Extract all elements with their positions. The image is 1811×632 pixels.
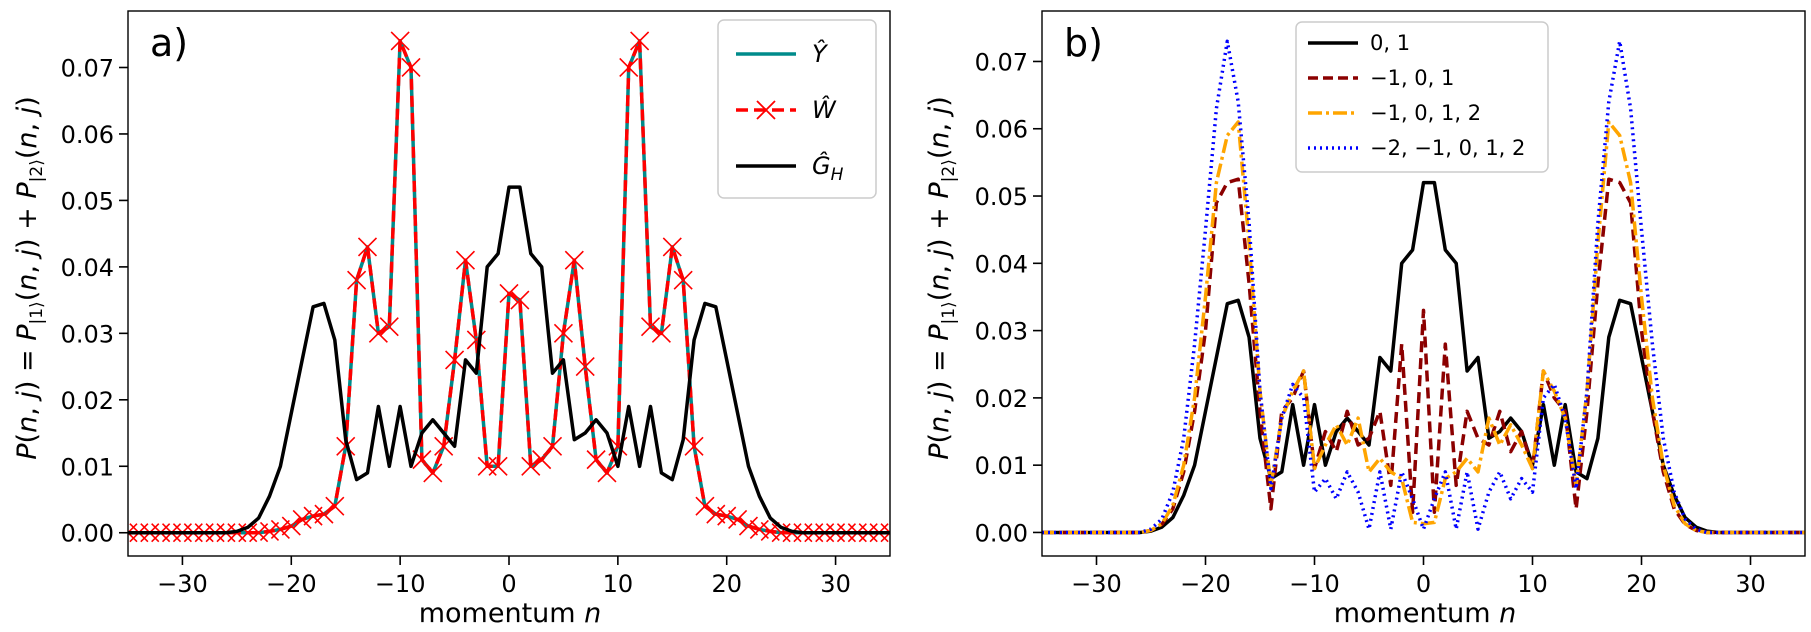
y-tick-label: 0.05 [975, 183, 1028, 211]
y-tick-label: 0.07 [975, 48, 1028, 76]
x-tick-label: −20 [266, 570, 317, 598]
panel-b-xlabel: momentum n [1334, 598, 1517, 629]
y-tick-label: 0.04 [975, 250, 1028, 278]
data-point-marker [281, 516, 301, 536]
panel-a-xlabel: momentum n [419, 598, 602, 629]
y-tick-label: 0.06 [61, 121, 114, 149]
legend-marker-x [756, 100, 776, 120]
y-tick-label: 0.00 [975, 519, 1028, 547]
data-point-marker [357, 237, 378, 257]
y-tick-label: 0.02 [975, 385, 1028, 413]
data-point-marker [347, 270, 367, 290]
data-point-marker [651, 323, 671, 343]
data-point-marker [880, 523, 890, 543]
data-point-marker [673, 270, 693, 290]
legend-label-m101: −1, 0, 1 [1370, 66, 1454, 90]
series-line-1-0 [1042, 180, 1805, 535]
panel-a-ylabel: P(n, j) = P|1⟩(n, j) + P|2⟩(n, j) [12, 96, 47, 460]
data-point-marker [630, 31, 650, 51]
x-tick-label: −10 [375, 570, 426, 598]
series-group [1042, 39, 1805, 535]
x-tick-label: 0 [501, 570, 516, 598]
legend-label-01: 0, 1 [1370, 31, 1410, 55]
data-point-marker [586, 450, 606, 470]
data-point-marker [532, 450, 552, 470]
legend-label-w: Ŵ [812, 94, 837, 124]
data-point-marker [553, 323, 573, 343]
data-point-marker [728, 509, 748, 530]
data-point-marker [717, 506, 737, 526]
data-point-marker [270, 519, 290, 539]
legend-label-y: Ŷ [812, 38, 829, 68]
x-tick-label: 20 [1626, 570, 1657, 598]
data-point-marker [521, 456, 541, 476]
data-point-marker [640, 317, 661, 337]
y-tick-label: 0.07 [61, 54, 114, 82]
panel-a: P(n, j) = P|1⟩(n, j) + P|2⟩(n, j) moment… [12, 10, 891, 629]
data-point-marker [684, 436, 704, 456]
data-point-marker [597, 463, 617, 483]
data-point-marker [445, 350, 465, 370]
panel-a-legend: Ŷ Ŵ ĜH [717, 19, 877, 199]
legend-label-m2m1012: −2, −1, 0, 1, 2 [1370, 136, 1525, 160]
y-tick-label: 0.02 [61, 387, 114, 415]
y-tick-label: 0.05 [61, 187, 114, 215]
y-tick-label: 0.03 [975, 318, 1028, 346]
y-tick-label: 0.00 [61, 520, 114, 548]
data-point-marker [314, 504, 334, 524]
panel-label: a) [150, 21, 188, 65]
panel-label: b) [1064, 21, 1103, 65]
x-tick-label: −30 [157, 570, 208, 598]
data-point-marker [423, 463, 443, 483]
series-line-0-2 [128, 185, 890, 535]
y-tick-label: 0.01 [975, 452, 1028, 480]
data-point-marker [292, 509, 312, 530]
data-point-marker [455, 250, 476, 270]
x-tick-label: 10 [1517, 570, 1548, 598]
legend-label-gh: ĜH [812, 150, 844, 185]
x-tick-label: 30 [1735, 570, 1766, 598]
data-point-marker [662, 237, 682, 257]
data-point-marker [542, 436, 563, 456]
data-point-marker [466, 330, 486, 350]
series-line-1-2 [1042, 120, 1805, 535]
x-tick-label: 20 [711, 570, 742, 598]
x-tick-label: −10 [1289, 570, 1340, 598]
data-point-marker [499, 283, 519, 304]
data-point-marker [695, 496, 715, 516]
data-point-marker [619, 57, 639, 78]
y-tick-label: 0.01 [61, 453, 114, 481]
data-point-marker [510, 290, 530, 310]
data-point-marker [390, 31, 410, 51]
y-tick-label: 0.04 [61, 254, 114, 282]
data-point-marker [379, 317, 399, 337]
legend-frame [1295, 21, 1549, 173]
y-tick-label: 0.06 [975, 116, 1028, 144]
data-point-marker [488, 456, 508, 476]
legend-label-m1012: −1, 0, 1, 2 [1370, 101, 1481, 125]
legend-frame [717, 19, 877, 199]
series-group [128, 31, 890, 543]
data-point-marker [564, 250, 584, 270]
x-tick-label: −30 [1071, 570, 1122, 598]
data-point-marker [325, 496, 345, 516]
x-tick-label: 30 [820, 570, 851, 598]
panel-b-legend: 0, 1 −1, 0, 1 −1, 0, 1, 2 −2, −1, 0, 1, … [1295, 21, 1549, 173]
x-tick-label: 10 [603, 570, 634, 598]
panel-b: P(n, j) = P|1⟩(n, j) + P|2⟩(n, j) moment… [924, 10, 1806, 629]
data-point-marker [738, 516, 759, 536]
series-line-1-1 [1042, 177, 1805, 535]
x-tick-label: −20 [1180, 570, 1231, 598]
data-point-marker [575, 357, 595, 377]
x-tick-label: 0 [1416, 570, 1431, 598]
panel-b-ylabel: P(n, j) = P|1⟩(n, j) + P|2⟩(n, j) [924, 96, 959, 460]
data-point-marker [401, 57, 421, 78]
y-tick-label: 0.03 [61, 320, 114, 348]
data-point-marker [368, 323, 388, 343]
